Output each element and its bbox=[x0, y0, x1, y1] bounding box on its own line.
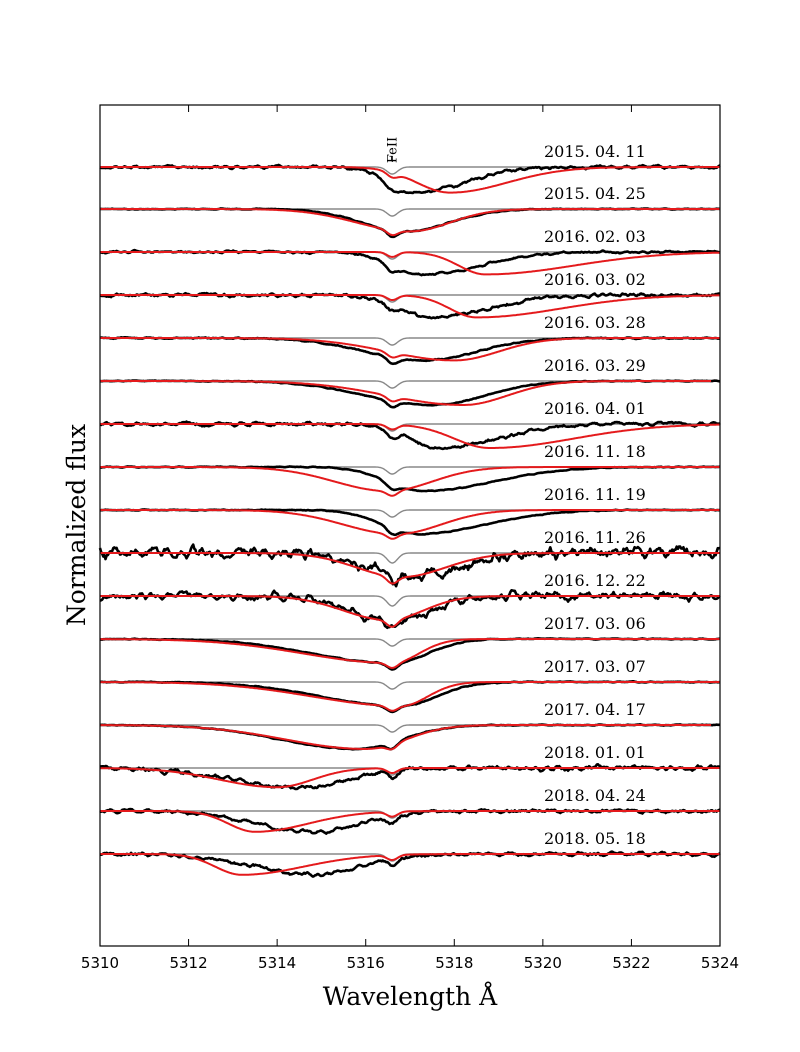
model-fit-line bbox=[100, 681, 720, 712]
observed-spectrum-line bbox=[99, 420, 721, 451]
model-fit-line bbox=[100, 509, 720, 540]
model-fit-line bbox=[100, 294, 721, 319]
model-fit-line bbox=[100, 208, 720, 237]
date-label: 2016. 03. 02 bbox=[544, 270, 646, 289]
date-label: 2016. 02. 03 bbox=[544, 227, 646, 246]
model-fit-line bbox=[100, 552, 720, 585]
x-axis-label: Wavelength Å bbox=[323, 981, 498, 1011]
date-label: 2017. 04. 17 bbox=[544, 700, 646, 719]
spectrum-group bbox=[99, 465, 721, 497]
x-tick-label: 5324 bbox=[701, 954, 739, 972]
spectrum-group bbox=[99, 807, 721, 835]
y-axis-label: Normalized flux bbox=[62, 424, 91, 626]
spectrum-group bbox=[99, 680, 721, 714]
date-label: 2018. 05. 18 bbox=[544, 829, 646, 848]
x-tick-label: 5314 bbox=[258, 954, 296, 972]
spectrum-group bbox=[99, 163, 721, 195]
model-fit-line bbox=[100, 595, 720, 628]
spectrum-group bbox=[99, 291, 721, 320]
x-tick-label: 5318 bbox=[435, 954, 473, 972]
model-fit-line bbox=[100, 166, 720, 194]
x-axis: 5310 5312 5314 5316 5318 5320 5322 5324 bbox=[81, 105, 739, 972]
x-tick-label: 5320 bbox=[524, 954, 562, 972]
date-label: 2015. 04. 25 bbox=[544, 184, 646, 203]
date-label: 2018. 04. 24 bbox=[544, 786, 646, 805]
narrow-component-line bbox=[100, 595, 720, 607]
observed-spectrum-line bbox=[99, 291, 721, 320]
date-label: 2016. 11. 26 bbox=[544, 528, 646, 547]
date-label-layer: 2015. 04. 11 2015. 04. 25 2016. 02. 03 2016… bbox=[544, 142, 646, 848]
date-label: 2015. 04. 11 bbox=[544, 142, 646, 161]
model-fit-line bbox=[100, 251, 720, 276]
spectrum-group bbox=[99, 850, 721, 878]
spectra-layer bbox=[98, 163, 721, 878]
model-fit-line bbox=[100, 638, 720, 669]
model-fit-line bbox=[100, 466, 720, 497]
date-label: 2017. 03. 07 bbox=[544, 657, 646, 676]
date-label: 2016. 03. 29 bbox=[544, 356, 646, 375]
spectrum-group bbox=[99, 379, 721, 409]
date-label: 2016. 11. 19 bbox=[544, 485, 646, 504]
spectrum-group bbox=[99, 589, 721, 630]
spectrum-group bbox=[99, 723, 721, 751]
model-fit-line bbox=[100, 724, 712, 751]
x-tick-label: 5312 bbox=[169, 954, 207, 972]
x-tick-label: 5322 bbox=[612, 954, 650, 972]
model-fit-line bbox=[100, 853, 720, 876]
spectrum-group bbox=[99, 207, 721, 239]
spectrum-group bbox=[99, 336, 721, 366]
plot-frame bbox=[99, 104, 721, 947]
spectrum-group bbox=[99, 763, 721, 791]
model-fit-line bbox=[100, 337, 720, 362]
x-tick-label: 5316 bbox=[347, 954, 385, 972]
x-tick-label: 5310 bbox=[81, 954, 119, 972]
date-label: 2016. 12. 22 bbox=[544, 571, 646, 590]
date-label: 2018. 01. 01 bbox=[544, 743, 646, 762]
spectrum-group bbox=[99, 420, 721, 451]
feii-marker-label: FeII bbox=[385, 137, 400, 163]
model-fit-line bbox=[100, 380, 712, 406]
spectrum-group bbox=[99, 637, 721, 671]
model-fit-line bbox=[100, 810, 720, 833]
date-label: 2016. 11. 18 bbox=[544, 442, 646, 461]
narrow-component-line bbox=[100, 552, 720, 564]
feii-marker: FeII bbox=[385, 137, 400, 163]
model-fit-line bbox=[100, 423, 720, 449]
observed-spectrum-line bbox=[98, 543, 721, 588]
model-fit-line bbox=[100, 767, 720, 789]
spectrum-group bbox=[98, 543, 721, 588]
date-label: 2016. 04. 01 bbox=[544, 399, 646, 418]
date-label: 2017. 03. 06 bbox=[544, 614, 646, 633]
spectrum-group bbox=[99, 248, 721, 277]
date-label: 2016. 03. 28 bbox=[544, 313, 646, 332]
spectrum-group bbox=[99, 508, 721, 540]
